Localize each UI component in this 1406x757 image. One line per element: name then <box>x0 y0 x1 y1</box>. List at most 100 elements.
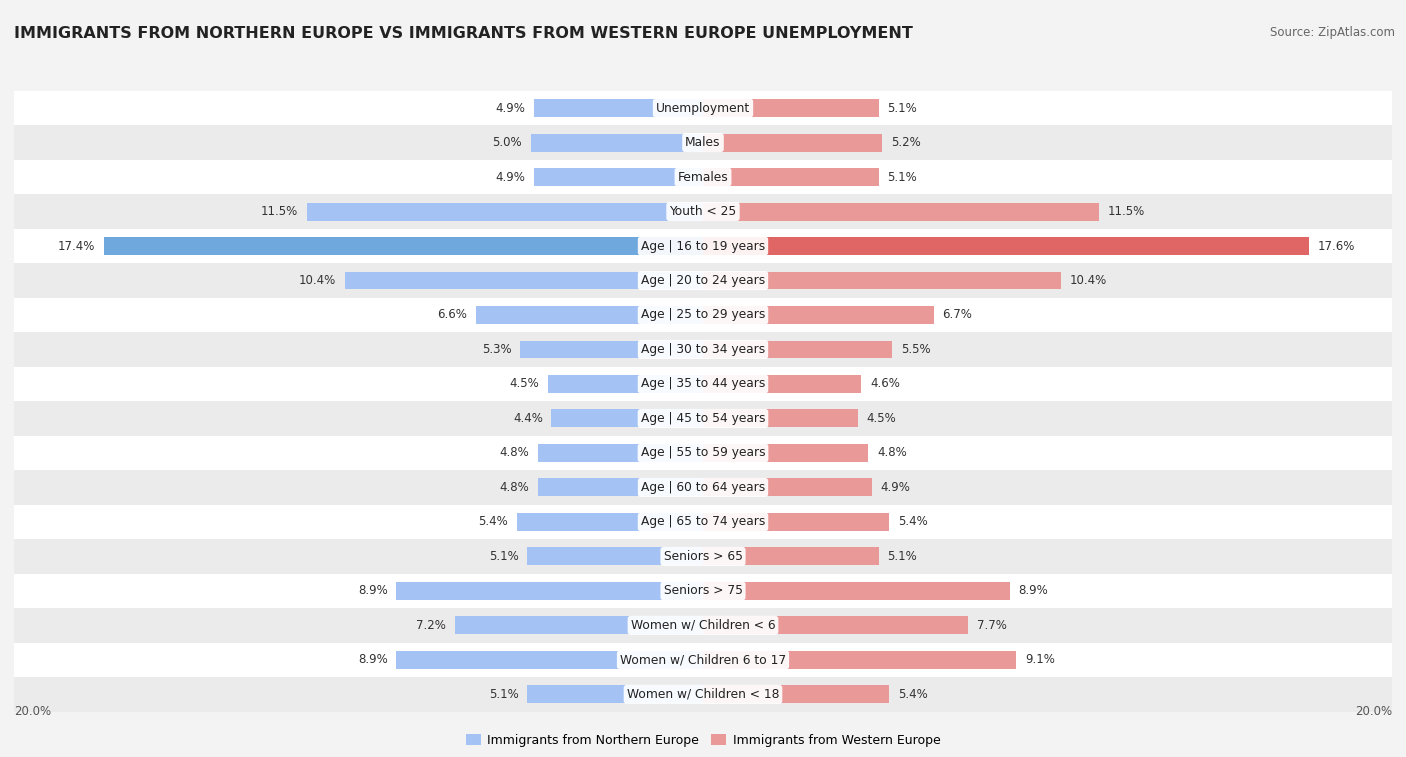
Bar <box>396 651 703 669</box>
Bar <box>14 643 1392 677</box>
Bar <box>456 616 703 634</box>
Bar <box>537 478 703 497</box>
Text: 5.4%: 5.4% <box>897 688 928 701</box>
Bar <box>703 478 872 497</box>
Text: Unemployment: Unemployment <box>655 101 751 114</box>
Text: 4.9%: 4.9% <box>496 170 526 183</box>
Text: Age | 45 to 54 years: Age | 45 to 54 years <box>641 412 765 425</box>
Bar <box>14 574 1392 608</box>
Bar <box>534 99 703 117</box>
Text: 10.4%: 10.4% <box>1070 274 1107 287</box>
Bar <box>551 410 703 428</box>
Bar <box>531 133 703 151</box>
Text: 5.4%: 5.4% <box>897 516 928 528</box>
Bar <box>14 436 1392 470</box>
Bar <box>703 444 869 462</box>
Bar <box>475 306 703 324</box>
Text: 6.6%: 6.6% <box>437 309 467 322</box>
Bar <box>14 608 1392 643</box>
Bar <box>703 306 934 324</box>
Text: Seniors > 65: Seniors > 65 <box>664 550 742 563</box>
Text: Age | 65 to 74 years: Age | 65 to 74 years <box>641 516 765 528</box>
Bar <box>548 375 703 393</box>
Text: Source: ZipAtlas.com: Source: ZipAtlas.com <box>1270 26 1395 39</box>
Bar <box>14 332 1392 366</box>
Text: Women w/ Children < 18: Women w/ Children < 18 <box>627 688 779 701</box>
Text: 11.5%: 11.5% <box>1108 205 1144 218</box>
Text: 5.0%: 5.0% <box>492 136 522 149</box>
Bar <box>703 582 1010 600</box>
Text: Females: Females <box>678 170 728 183</box>
Text: 5.1%: 5.1% <box>489 688 519 701</box>
Text: Males: Males <box>685 136 721 149</box>
Text: 7.7%: 7.7% <box>977 619 1007 632</box>
Text: 5.1%: 5.1% <box>887 101 917 114</box>
Bar <box>527 547 703 565</box>
Text: 4.5%: 4.5% <box>866 412 897 425</box>
Bar <box>703 237 1309 255</box>
Text: 4.5%: 4.5% <box>509 378 540 391</box>
Bar <box>14 91 1392 126</box>
Bar <box>534 168 703 186</box>
Text: 11.5%: 11.5% <box>262 205 298 218</box>
Text: 7.2%: 7.2% <box>416 619 446 632</box>
Bar <box>14 195 1392 229</box>
Bar <box>703 168 879 186</box>
Bar <box>14 229 1392 263</box>
Text: Age | 25 to 29 years: Age | 25 to 29 years <box>641 309 765 322</box>
Text: Youth < 25: Youth < 25 <box>669 205 737 218</box>
Text: Age | 16 to 19 years: Age | 16 to 19 years <box>641 239 765 253</box>
Bar <box>537 444 703 462</box>
Bar <box>703 685 889 703</box>
Text: Seniors > 75: Seniors > 75 <box>664 584 742 597</box>
Bar <box>527 685 703 703</box>
Text: 5.4%: 5.4% <box>478 516 509 528</box>
Text: 5.1%: 5.1% <box>887 170 917 183</box>
Text: 4.6%: 4.6% <box>870 378 900 391</box>
Bar <box>703 133 882 151</box>
Text: 4.9%: 4.9% <box>880 481 910 494</box>
Bar <box>104 237 703 255</box>
Bar <box>703 99 879 117</box>
Legend: Immigrants from Northern Europe, Immigrants from Western Europe: Immigrants from Northern Europe, Immigra… <box>461 729 945 752</box>
Bar <box>703 651 1017 669</box>
Text: 8.9%: 8.9% <box>1018 584 1047 597</box>
Bar <box>520 341 703 359</box>
Text: 8.9%: 8.9% <box>359 653 388 666</box>
Bar <box>14 298 1392 332</box>
Bar <box>703 410 858 428</box>
Text: Women w/ Children 6 to 17: Women w/ Children 6 to 17 <box>620 653 786 666</box>
Text: 5.3%: 5.3% <box>482 343 512 356</box>
Text: 20.0%: 20.0% <box>1355 705 1392 718</box>
Bar <box>517 513 703 531</box>
Bar <box>344 272 703 289</box>
Text: 4.8%: 4.8% <box>499 481 529 494</box>
Bar <box>703 341 893 359</box>
Text: Women w/ Children < 6: Women w/ Children < 6 <box>631 619 775 632</box>
Text: 10.4%: 10.4% <box>299 274 336 287</box>
Text: 5.5%: 5.5% <box>901 343 931 356</box>
Bar <box>703 513 889 531</box>
Bar <box>14 470 1392 505</box>
Text: 4.8%: 4.8% <box>499 447 529 459</box>
Text: 6.7%: 6.7% <box>942 309 973 322</box>
Bar <box>14 160 1392 195</box>
Bar <box>703 616 969 634</box>
Bar <box>703 547 879 565</box>
Bar <box>396 582 703 600</box>
Text: 5.1%: 5.1% <box>489 550 519 563</box>
Text: Age | 20 to 24 years: Age | 20 to 24 years <box>641 274 765 287</box>
Text: 20.0%: 20.0% <box>14 705 51 718</box>
Text: 17.4%: 17.4% <box>58 239 96 253</box>
Text: 9.1%: 9.1% <box>1025 653 1054 666</box>
Bar <box>14 366 1392 401</box>
Bar <box>14 263 1392 298</box>
Text: IMMIGRANTS FROM NORTHERN EUROPE VS IMMIGRANTS FROM WESTERN EUROPE UNEMPLOYMENT: IMMIGRANTS FROM NORTHERN EUROPE VS IMMIG… <box>14 26 912 42</box>
Text: Age | 60 to 64 years: Age | 60 to 64 years <box>641 481 765 494</box>
Bar <box>14 505 1392 539</box>
Bar <box>703 272 1062 289</box>
Text: 5.2%: 5.2% <box>891 136 921 149</box>
Bar <box>14 677 1392 712</box>
Text: 4.9%: 4.9% <box>496 101 526 114</box>
Text: 5.1%: 5.1% <box>887 550 917 563</box>
